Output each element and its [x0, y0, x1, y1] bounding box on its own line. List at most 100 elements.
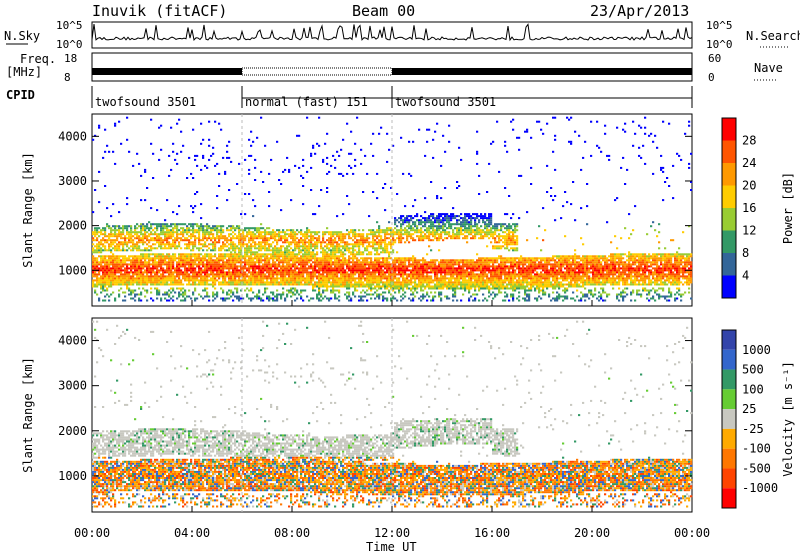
- range-cell: [298, 257, 301, 260]
- range-cell: [176, 297, 179, 300]
- range-cell: [238, 279, 241, 282]
- range-cell: [196, 253, 199, 256]
- range-cell: [276, 289, 279, 292]
- range-cell: [154, 257, 157, 260]
- range-cell: [446, 295, 449, 298]
- range-cell: [390, 279, 393, 282]
- range-cell: [186, 255, 189, 258]
- range-cell: [366, 235, 369, 238]
- range-cell: [174, 279, 177, 282]
- range-cell: [200, 122, 203, 125]
- range-cell: [238, 269, 241, 272]
- range-cell: [124, 237, 127, 240]
- range-cell: [366, 279, 369, 282]
- range-cell: [286, 279, 289, 282]
- range-cell: [130, 297, 133, 300]
- range-cell: [332, 267, 335, 270]
- range-cell: [334, 265, 337, 268]
- range-cell: [274, 237, 277, 240]
- range-cell: [126, 237, 129, 240]
- range-cell: [204, 295, 207, 298]
- range-cell: [366, 283, 369, 286]
- range-cell: [216, 265, 219, 268]
- range-cell: [182, 233, 185, 236]
- range-cell: [352, 293, 355, 296]
- range-cell: [170, 287, 173, 290]
- range-cell: [264, 243, 267, 246]
- range-cell: [414, 199, 417, 202]
- range-cell: [200, 142, 203, 145]
- range-cell: [184, 229, 187, 232]
- range-cell: [300, 297, 303, 300]
- range-cell: [218, 231, 221, 234]
- range-cell: [288, 261, 291, 264]
- range-cell: [184, 271, 187, 274]
- range-cell: [296, 267, 299, 270]
- range-cell: [230, 229, 233, 232]
- range-cell: [352, 235, 355, 238]
- range-cell: [312, 249, 315, 252]
- range-cell: [184, 255, 187, 258]
- range-cell: [216, 225, 219, 228]
- range-cell: [266, 233, 269, 236]
- range-cell: [230, 283, 233, 286]
- range-cell: [414, 263, 417, 266]
- range-cell: [272, 229, 275, 232]
- range-cell: [420, 273, 423, 276]
- range-cell: [144, 231, 147, 234]
- range-cell: [286, 271, 289, 274]
- range-cell: [198, 283, 201, 286]
- range-cell: [150, 275, 153, 278]
- range-cell: [204, 273, 207, 276]
- range-cell: [374, 275, 377, 278]
- range-cell: [324, 275, 327, 278]
- range-cell: [408, 259, 411, 262]
- range-cell: [156, 265, 159, 268]
- range-cell: [348, 267, 351, 270]
- range-cell: [440, 293, 443, 296]
- range-cell: [242, 265, 245, 268]
- range-cell: [232, 271, 235, 274]
- range-cell: [390, 299, 393, 302]
- range-cell: [198, 261, 201, 264]
- range-cell: [168, 283, 171, 286]
- range-cell: [362, 263, 365, 266]
- range-cell: [336, 235, 339, 238]
- range-cell: [250, 297, 253, 300]
- range-cell: [444, 285, 447, 288]
- range-cell: [124, 267, 127, 270]
- range-cell: [380, 257, 383, 260]
- range-cell: [182, 271, 185, 274]
- range-cell: [204, 289, 207, 292]
- range-cell: [314, 231, 317, 234]
- range-cell: [352, 275, 355, 278]
- range-cell: [272, 283, 275, 286]
- range-cell: [390, 285, 393, 288]
- range-cell: [120, 241, 123, 244]
- range-cell: [290, 265, 293, 268]
- range-cell: [310, 255, 313, 258]
- range-cell: [138, 235, 141, 238]
- range-cell: [234, 281, 237, 284]
- range-cell: [132, 271, 135, 274]
- range-cell: [428, 221, 431, 224]
- range-cell: [432, 215, 435, 218]
- range-cell: [94, 134, 97, 137]
- range-cell: [348, 257, 351, 260]
- range-cell: [334, 261, 337, 264]
- range-cell: [190, 277, 193, 280]
- range-cell: [312, 239, 315, 242]
- range-cell: [260, 271, 263, 274]
- range-cell: [214, 279, 217, 282]
- range-cell: [248, 239, 251, 242]
- range-cell: [304, 255, 307, 258]
- range-cell: [100, 263, 103, 266]
- range-cell: [386, 247, 389, 250]
- range-cell: [270, 255, 273, 258]
- range-cell: [112, 203, 115, 206]
- range-cell: [158, 257, 161, 260]
- range-cell: [398, 259, 401, 262]
- range-cell: [246, 227, 249, 230]
- range-cell: [350, 166, 353, 169]
- range-cell: [98, 124, 101, 127]
